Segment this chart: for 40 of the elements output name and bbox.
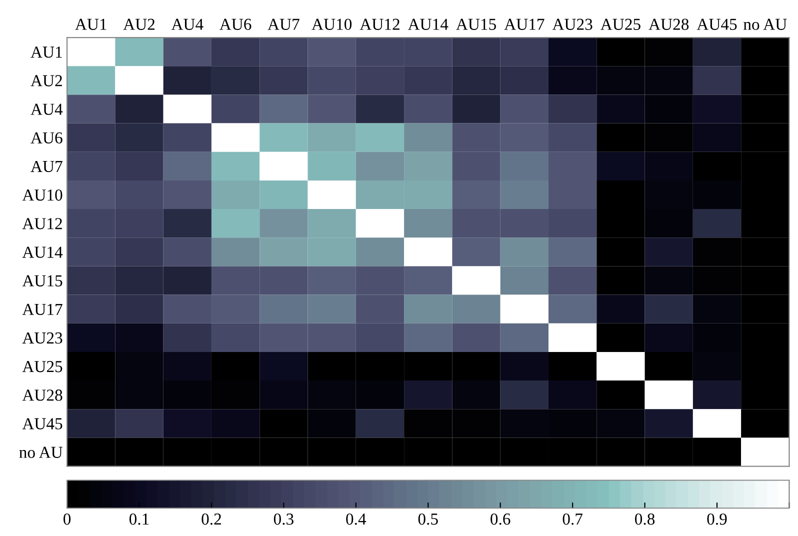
x-tick-label: AU10 [312,18,352,30]
y-tick-label: AU6 [30,132,62,144]
x-tick-label: AU12 [360,18,400,30]
color-bar-label: 0.2 [202,513,221,525]
x-tick-label: AU15 [456,18,496,30]
color-bar-label: 0.6 [490,513,510,525]
x-tick-label: AU14 [408,18,448,30]
y-tick-label: AU45 [22,418,62,430]
y-tick-label: AU25 [22,361,62,372]
x-tick-label: AU23 [552,18,592,30]
y-tick-label: AU12 [22,218,62,230]
x-tick-label: AU25 [600,18,640,30]
x-tick-label: AU28 [648,18,689,30]
color-bar-label: 0 [64,513,71,525]
y-tick-label: AU4 [30,104,63,115]
y-tick-label: no AU [19,446,63,458]
x-tick-label: AU2 [123,18,155,30]
y-tick-label: AU2 [30,75,62,86]
color-bar-label: 0.3 [274,513,294,525]
y-tick-label: AU23 [22,332,62,344]
x-tick-label: no AU [744,18,787,30]
color-bar-label: 0.4 [346,513,366,525]
y-tick-label: AU28 [22,390,62,401]
color-bar-label: 0.9 [707,513,727,525]
y-tick-label: AU14 [22,246,63,258]
y-tick-label: AU17 [22,304,62,316]
x-tick-label: AU6 [220,18,252,30]
x-tick-label: AU4 [171,18,204,30]
color-bar-label: 0.8 [635,513,655,525]
x-tick-label: AU17 [504,18,544,30]
y-tick-label: AU1 [30,46,62,58]
x-tick-label: AU1 [75,18,106,30]
color-bar-label: 0.1 [129,513,149,525]
y-tick-label: AU10 [22,189,62,201]
x-tick-label: AU7 [268,18,300,30]
x-tick-label: AU45 [696,18,737,30]
y-tick-label: AU7 [30,160,62,172]
y-tick-label: AU15 [22,275,62,286]
color-bar-label: 0.5 [418,513,438,525]
color-bar-label: 0.7 [562,513,583,525]
